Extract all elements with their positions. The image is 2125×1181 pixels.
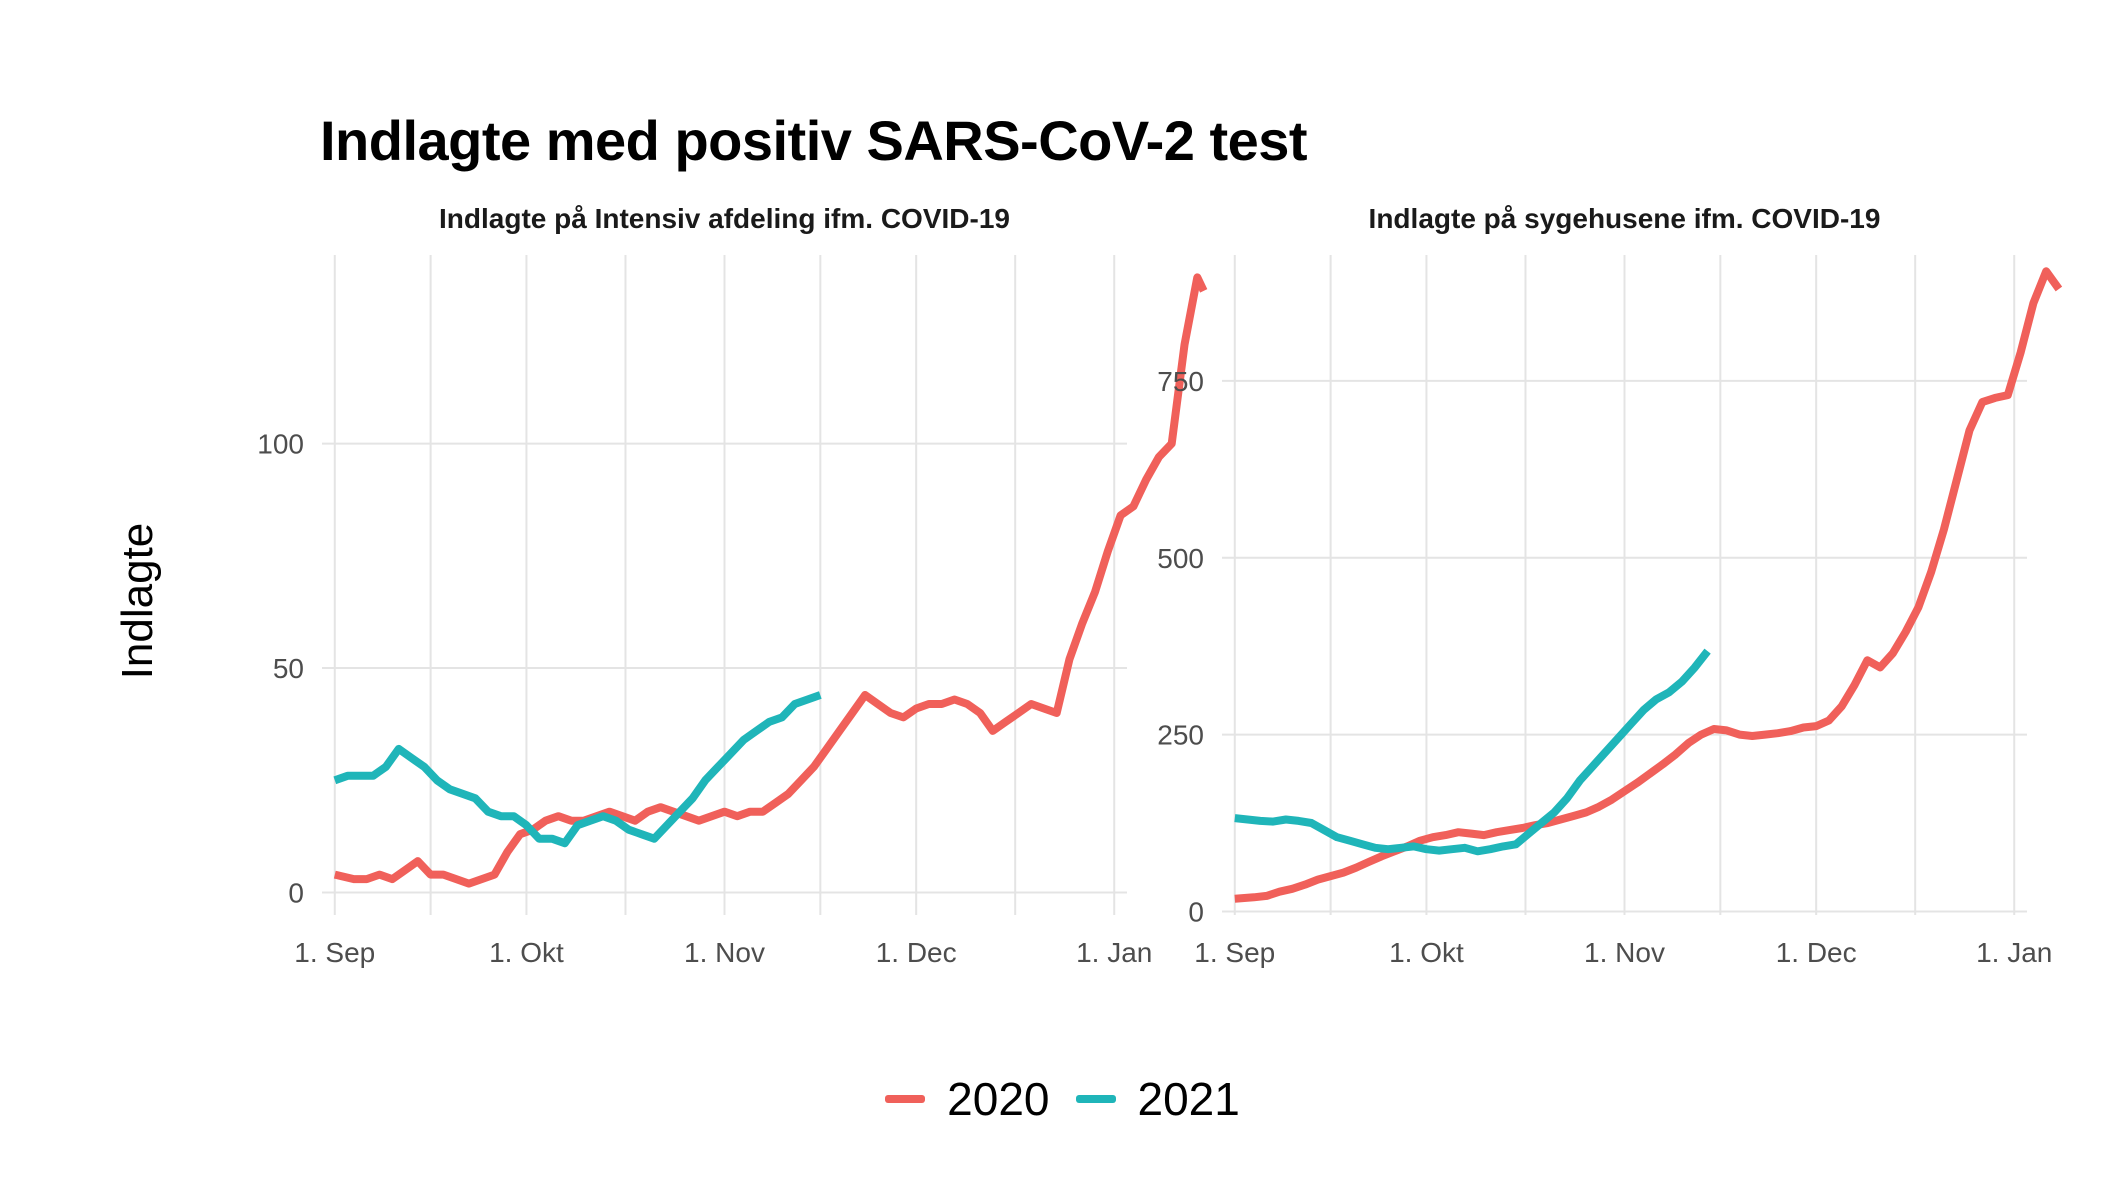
legend-item-2020: 2020 <box>885 1072 1050 1126</box>
legend-swatch-2021 <box>1075 1095 1116 1103</box>
panel-icu: 1. Sep 1. Okt 1. Nov 1. Dec 1. Jan 0 50 100 Indl… <box>257 203 1208 968</box>
x-tick-label: 1. Jan <box>1076 937 1152 968</box>
x-tick-label: 1. Okt <box>489 937 564 968</box>
x-tick-label: 1. Jan <box>1976 937 2052 968</box>
legend-item-2021: 2021 <box>1075 1072 1240 1126</box>
panel-title: Indlagte på Intensiv afdeling ifm. COVID… <box>439 203 1010 234</box>
chart-title: Indlagte med positiv SARS-CoV-2 test <box>320 109 1308 172</box>
legend-label-2021: 2021 <box>1137 1073 1240 1125</box>
panel-hospital: 1. Sep 1. Okt 1. Nov 1. Dec 1. Jan 0 250 500 750… <box>1157 203 2063 968</box>
x-tick-label: 1. Nov <box>684 937 765 968</box>
y-tick-label: 750 <box>1157 366 1204 397</box>
x-tick-label: 1. Dec <box>876 937 957 968</box>
y-tick-label: 100 <box>257 429 304 460</box>
x-tick-label: 1. Nov <box>1584 937 1665 968</box>
y-axis-label: Indlagte <box>113 523 162 680</box>
legend-swatch-2020 <box>885 1095 926 1103</box>
y-tick-label: 50 <box>273 653 304 684</box>
y-tick-label: 500 <box>1157 543 1204 574</box>
legend: 2020 2021 <box>0 1072 2125 1126</box>
x-tick-label: 1. Dec <box>1776 937 1857 968</box>
panel-title: Indlagte på sygehusene ifm. COVID-19 <box>1369 203 1881 234</box>
series-line-2021 <box>333 691 822 848</box>
series-line-2021 <box>1234 648 1711 856</box>
series-line-2020 <box>333 273 1208 888</box>
y-tick-label: 0 <box>1188 896 1204 927</box>
x-tick-label: 1. Sep <box>1194 937 1275 968</box>
y-tick-label: 0 <box>288 878 304 909</box>
legend-label-2020: 2020 <box>947 1073 1050 1125</box>
x-tick-label: 1. Okt <box>1389 937 1464 968</box>
y-tick-label: 250 <box>1157 720 1204 751</box>
series-line-2020 <box>1234 267 2063 903</box>
x-tick-label: 1. Sep <box>294 937 375 968</box>
